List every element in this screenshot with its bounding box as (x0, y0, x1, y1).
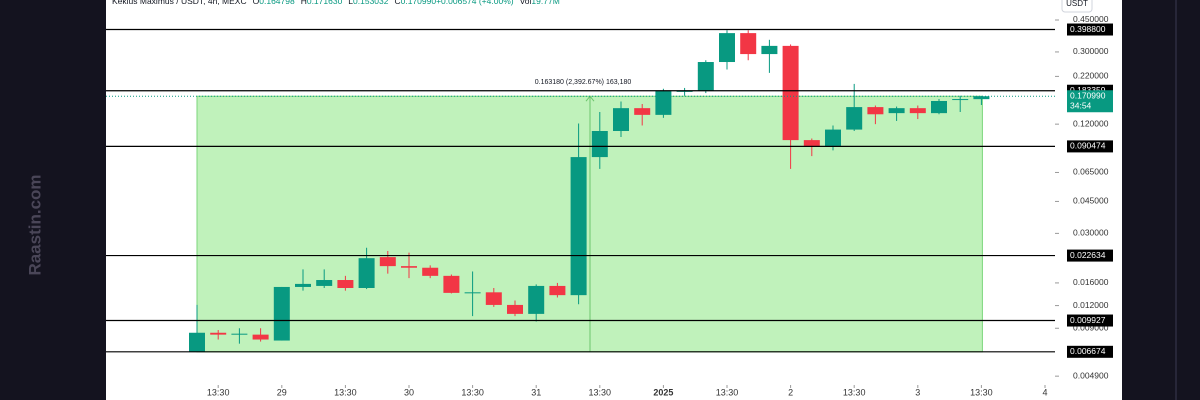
candle-body (401, 266, 417, 268)
x-tick-label: 13:30 (716, 387, 739, 397)
candle-body (846, 107, 863, 130)
range-annotation: 0.163180 (2,392.67%) 163,180 (535, 79, 632, 86)
candle-body (443, 275, 460, 293)
currency-box (1061, 0, 1093, 13)
candle-body (210, 332, 227, 335)
header-value: 0.170990 (401, 0, 437, 6)
candle-body (422, 267, 439, 276)
level-label-box (1067, 249, 1113, 262)
candle-body (697, 62, 714, 91)
candle-body (549, 285, 566, 296)
y-tick-label: 0.045000 (1073, 196, 1109, 206)
x-tick-label: 30 (404, 387, 414, 397)
level-label-box (1067, 314, 1113, 327)
candle-body (507, 304, 523, 314)
y-tick-label: 0.220000 (1073, 71, 1109, 81)
level-label: 0.009927 (1070, 315, 1106, 325)
candle-body (273, 286, 290, 341)
level-label: 0.090474 (1070, 141, 1106, 151)
candle-body (867, 107, 884, 115)
candle-body (189, 332, 205, 352)
x-tick-label: 13:30 (843, 387, 866, 397)
currency: USDT (1066, 0, 1088, 8)
candle-body (973, 96, 990, 100)
candle-body (803, 140, 820, 146)
x-tick-label: 13:30 (589, 387, 612, 397)
x-tick-label: 3 (915, 387, 920, 397)
candle-body (888, 108, 905, 114)
y-tick-label: 0.030000 (1073, 228, 1109, 238)
header: Kekius Maximus / USDT, 4h, MEXC O0.164798… (112, 0, 560, 6)
header-value: +0.006574 (+4.00%) (436, 0, 514, 6)
level-label-box (1067, 345, 1113, 358)
candle-body (485, 292, 502, 305)
level-label: 0.022634 (1070, 250, 1106, 260)
header-label: H (301, 0, 307, 6)
level-label: 0.006674 (1070, 346, 1106, 356)
candle-body (825, 129, 841, 146)
x-tick-label: 29 (277, 387, 287, 397)
y-tick-label: 0.120000 (1073, 118, 1109, 128)
candle-body (379, 257, 396, 267)
candle-body (613, 108, 629, 132)
candle-body (655, 90, 672, 115)
candle-body (231, 333, 248, 335)
candle-body (337, 280, 354, 289)
candle-body (782, 45, 799, 141)
x-tick-label: 13:30 (334, 387, 357, 397)
y-tick-label: 0.012000 (1073, 300, 1109, 310)
x-tick-label: 2025 (653, 387, 673, 397)
candle-body (761, 45, 778, 55)
y-tick-label: 0.009000 (1073, 323, 1109, 333)
countdown: 34:54 (1070, 100, 1092, 110)
candle-body (740, 33, 757, 55)
candle-body (719, 33, 735, 63)
candle-body (909, 108, 926, 114)
header-label: C (394, 0, 400, 6)
level-label: 0.183359 (1070, 85, 1106, 95)
y-tick-label: 0.065000 (1073, 167, 1109, 177)
candle-body (528, 285, 545, 314)
header-symbol: Kekius Maximus / USDT, 4h, MEXC (112, 0, 247, 6)
candle-body (931, 100, 947, 114)
header-value: 0.153032 (353, 0, 389, 6)
watermark: Raastin.com (25, 174, 44, 275)
x-tick-label: 13:30 (970, 387, 993, 397)
y-tick-label: 0.450000 (1073, 14, 1109, 24)
x-tick-label: 13:30 (207, 387, 230, 397)
header-label: O (253, 0, 260, 6)
x-tick-label: 31 (531, 387, 541, 397)
x-tick-label: 13:30 (461, 387, 484, 397)
header-value: 0.171630 (307, 0, 343, 6)
level-label-box (1067, 23, 1113, 36)
y-tick-label: 0.300000 (1073, 46, 1109, 56)
header-value: 0.164798 (259, 0, 295, 6)
candle-body (316, 280, 333, 286)
candle-body (358, 258, 375, 289)
header-label: Vol (520, 0, 532, 6)
x-tick-label: 4 (1042, 387, 1047, 397)
current-price-label: 0.170990 (1070, 90, 1106, 100)
header-label: L (348, 0, 353, 6)
candle-body (464, 292, 481, 294)
candle-body (295, 283, 311, 287)
candle-body (952, 99, 969, 101)
candle-body (252, 334, 269, 340)
level-label: 0.398800 (1070, 24, 1106, 34)
y-tick-label: 0.016000 (1073, 277, 1109, 287)
header-value: 19.77M (531, 0, 559, 6)
x-tick-label: 2 (788, 387, 793, 397)
candle-body (591, 131, 608, 158)
current-price-box (1067, 90, 1113, 113)
y-tick-label: 0.004900 (1073, 370, 1109, 380)
candle-body (676, 90, 693, 92)
candle-body (570, 157, 587, 296)
candle-body (634, 108, 651, 115)
level-label-box (1067, 140, 1113, 153)
